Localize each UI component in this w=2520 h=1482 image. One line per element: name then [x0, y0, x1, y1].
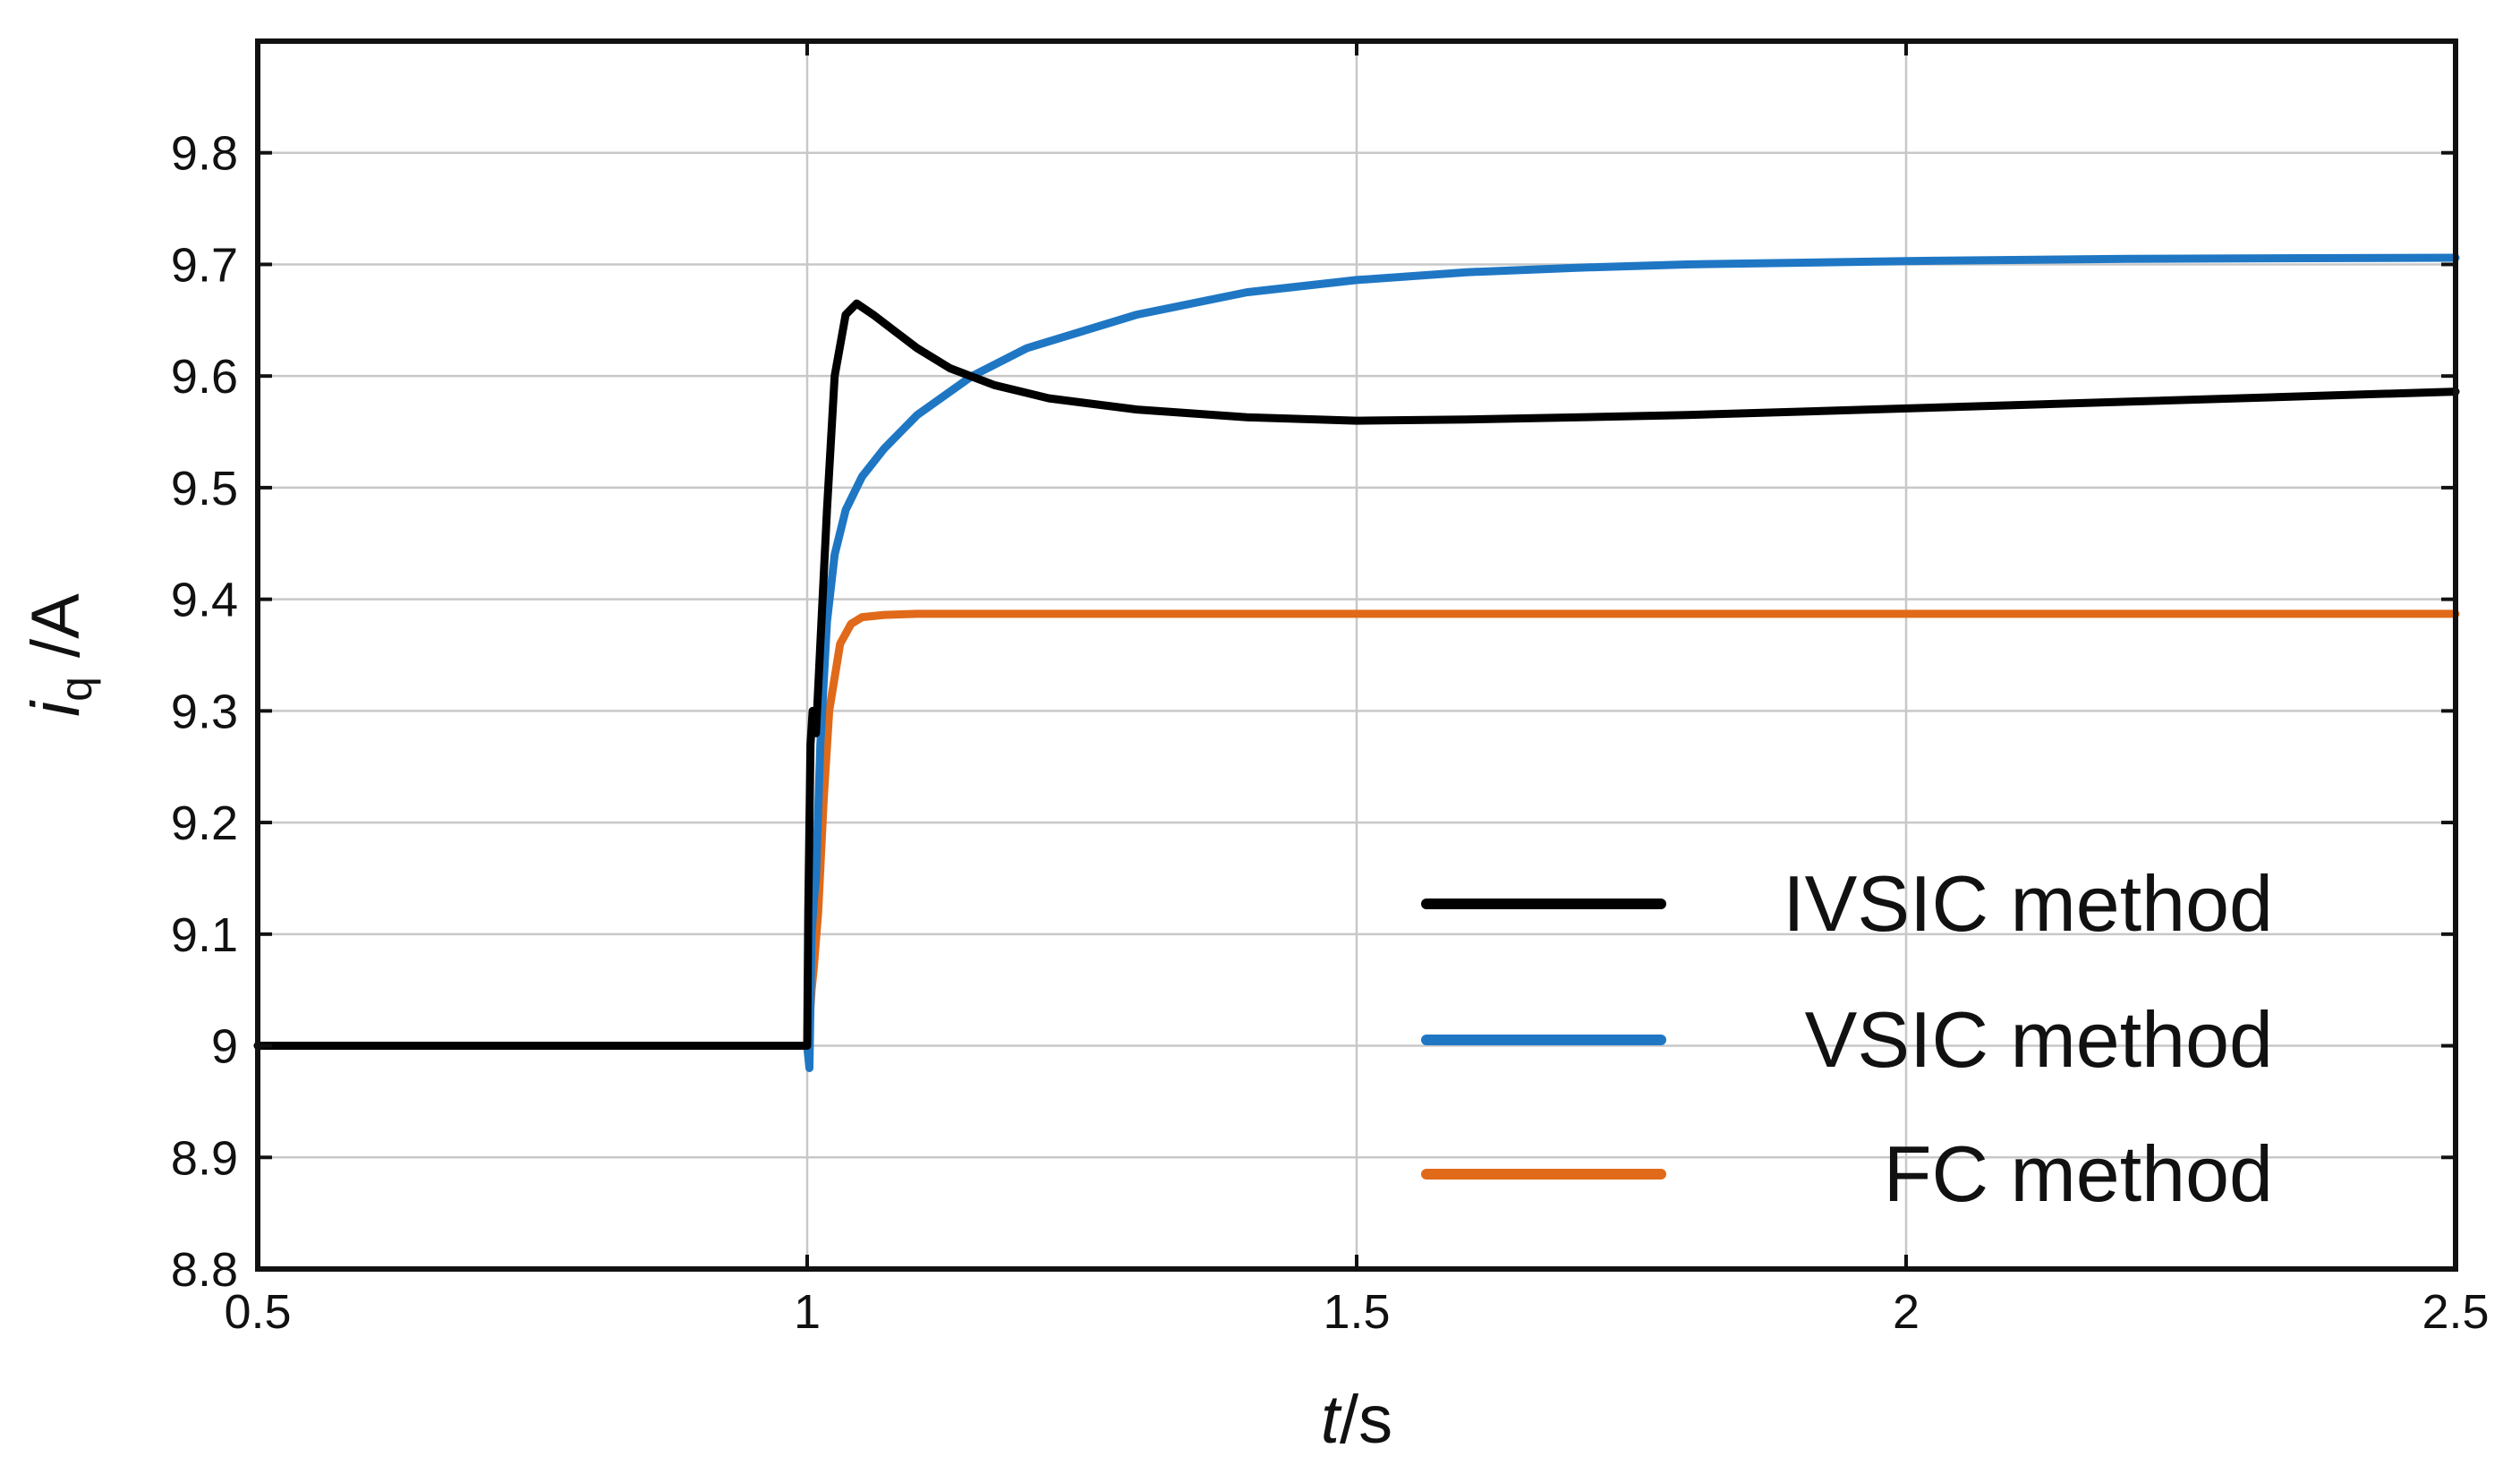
- y-tick-label: 8.8: [171, 1243, 238, 1297]
- grid: [256, 41, 2457, 1269]
- y-tick-label: 9.8: [171, 127, 238, 181]
- x-tick-label: 1: [794, 1285, 821, 1339]
- x-axis-label-italic: t: [1321, 1382, 1342, 1458]
- legend: IVSIC method VSIC method FC method: [1421, 859, 2273, 1218]
- legend-label-ivsic-method: IVSIC method: [1783, 859, 2273, 948]
- y-tick-label: 9.7: [171, 238, 238, 292]
- y-tick-label: 9.6: [171, 350, 238, 404]
- x-axis-label-rest: /s: [1340, 1382, 1392, 1458]
- x-tick-label: 2: [1893, 1285, 1920, 1339]
- x-tick-label: 2.5: [2422, 1285, 2489, 1339]
- series-line-vsic-method: [253, 253, 2460, 1072]
- y-axis-label-main: i: [18, 700, 94, 717]
- y-axis-label-subscript: q: [51, 677, 101, 702]
- series-line-ivsic-method: [253, 299, 2460, 1050]
- y-axis-label-rest: /A: [18, 593, 94, 677]
- y-tick-label: 9.5: [171, 462, 238, 515]
- y-tick-label: 9.1: [171, 908, 238, 962]
- y-tick-label: 9: [211, 1020, 238, 1074]
- ticks: [256, 41, 2457, 1271]
- y-axis-label: iq /A: [18, 593, 101, 717]
- series-group: [253, 253, 2460, 1072]
- x-tick-labels: 0.5 1 1.5 2 2.5: [224, 1285, 2489, 1339]
- legend-label-fc-method: FC method: [1884, 1129, 2273, 1218]
- y-tick-label: 8.9: [171, 1131, 238, 1185]
- y-tick-label: 9.4: [171, 574, 238, 627]
- x-axis-label: t/s: [1321, 1382, 1392, 1458]
- x-tick-label: 1.5: [1323, 1285, 1390, 1339]
- y-tick-label: 9.3: [171, 685, 238, 738]
- x-tick-label: 0.5: [224, 1285, 291, 1339]
- y-tick-labels: 8.8 8.9 9 9.1 9.2 9.3 9.4 9.5 9.6 9.7 9.8: [171, 127, 238, 1297]
- legend-label-vsic-method: VSIC method: [1805, 995, 2273, 1084]
- y-tick-label: 9.2: [171, 796, 238, 850]
